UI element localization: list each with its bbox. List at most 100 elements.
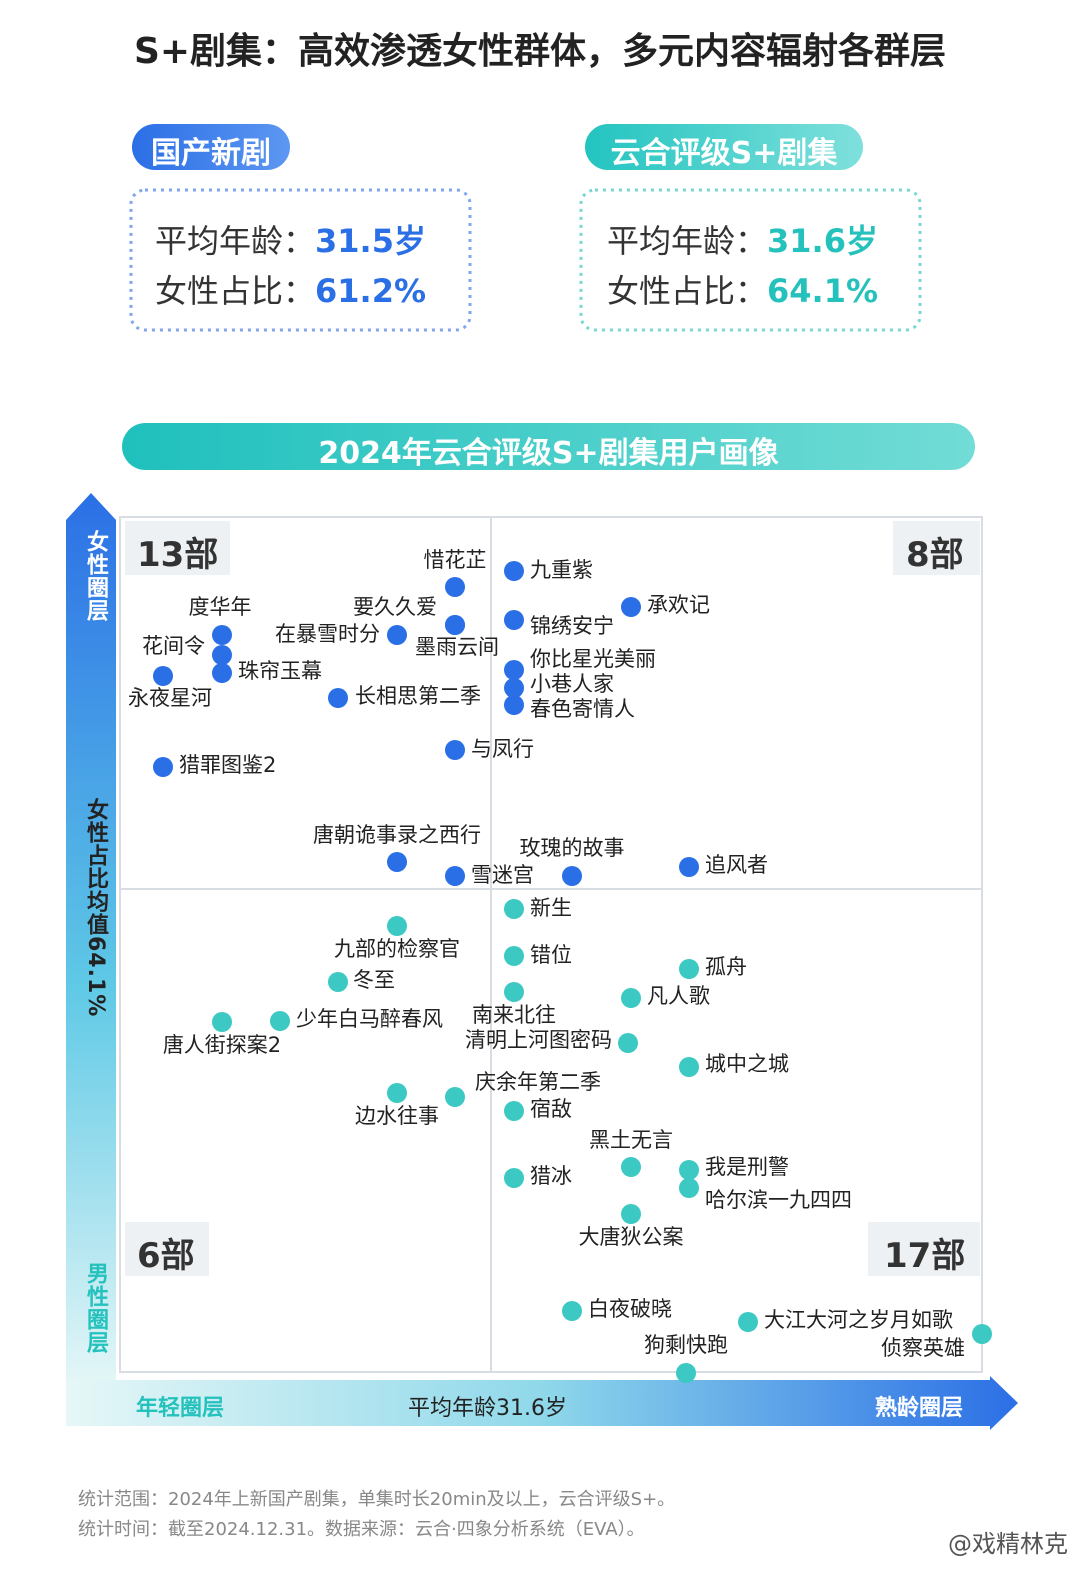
point <box>621 1157 641 1177</box>
point <box>212 663 232 683</box>
card-row: 女性占比：64.1% <box>607 266 878 312</box>
row-label: 女性占比： <box>607 272 768 310</box>
point <box>504 899 524 919</box>
row-value: 64.1% <box>767 272 879 310</box>
point <box>738 1312 758 1332</box>
card-row: 平均年龄：31.5岁 <box>155 216 426 262</box>
x-axis-label: 平均年龄31.6岁 <box>408 1396 567 1421</box>
x-axis-right: 熟龄圈层 <box>875 1396 964 1421</box>
point <box>972 1324 992 1344</box>
x-arrow <box>66 1376 1018 1430</box>
point <box>504 561 524 581</box>
row-value: 31.5岁 <box>315 222 426 260</box>
x-axis-left: 年轻圈层 <box>136 1396 225 1421</box>
banner-bg <box>122 423 975 470</box>
point <box>504 678 524 698</box>
point-label: 狗剩快跑 <box>644 1333 728 1357</box>
point-label: 新生 <box>530 896 572 920</box>
point <box>504 982 524 1002</box>
card-tag: 云合评级S+剧集 <box>610 136 838 171</box>
point <box>504 660 524 680</box>
point-label: 大唐狄公案 <box>579 1225 684 1249</box>
quad-count: 6部 <box>137 1236 195 1276</box>
point-label: 边水往事 <box>355 1104 439 1128</box>
point-label: 少年白马醉春风 <box>296 1007 443 1031</box>
point-label: 黑土无言 <box>589 1128 673 1152</box>
footnote: 统计时间：截至2024.12.31。数据来源：云合·四象分析系统（EVA）。 <box>78 1519 645 1540</box>
point-label: 凡人歌 <box>647 984 710 1008</box>
point <box>504 1101 524 1121</box>
point-label: 惜花芷 <box>424 548 487 572</box>
point <box>328 972 348 992</box>
point <box>676 1363 696 1383</box>
point-label: 追风者 <box>705 853 768 877</box>
quad-bg <box>893 521 980 575</box>
point-label: 白夜破晓 <box>588 1297 672 1321</box>
point <box>618 1033 638 1053</box>
point-label: 九重紫 <box>530 558 593 582</box>
point <box>153 757 173 777</box>
y-arrow <box>66 493 116 1390</box>
point-label: 花间令 <box>142 634 205 658</box>
point <box>621 597 641 617</box>
card-row: 女性占比：61.2% <box>155 266 426 312</box>
point-label: 猎罪图鉴2 <box>179 753 276 777</box>
point-label: 猎冰 <box>530 1164 572 1188</box>
point <box>504 695 524 715</box>
point-label: 清明上河图密码 <box>465 1028 612 1052</box>
point <box>504 946 524 966</box>
point <box>679 1178 699 1198</box>
point-label: 墨雨云间 <box>415 635 499 659</box>
row-value: 31.6岁 <box>767 222 878 260</box>
point-label: 与凤行 <box>471 737 534 761</box>
point <box>445 866 465 886</box>
point <box>153 666 173 686</box>
row-label: 平均年龄： <box>155 222 316 260</box>
point-label: 锦绣安宁 <box>530 614 614 638</box>
point <box>270 1011 290 1031</box>
point-label: 雪迷宫 <box>471 863 534 887</box>
point-label: 承欢记 <box>647 593 710 617</box>
card-tag: 国产新剧 <box>151 136 271 171</box>
point <box>387 625 407 645</box>
point-label: 玫瑰的故事 <box>520 836 625 860</box>
point-label: 永夜星河 <box>128 686 212 710</box>
point <box>212 625 232 645</box>
quad-count: 8部 <box>906 535 964 575</box>
quad-count: 13部 <box>137 535 219 575</box>
point-label: 哈尔滨一九四四 <box>705 1188 852 1212</box>
plot-frame <box>119 516 983 1373</box>
y-axis-bottom: 男性圈层 <box>83 1262 108 1354</box>
title: S+剧集：高效渗透女性群体，多元内容辐射各群层 <box>133 31 947 72</box>
point-label: 在暴雪时分 <box>275 622 380 646</box>
point <box>562 1301 582 1321</box>
point <box>445 577 465 597</box>
point-label: 庆余年第二季 <box>475 1070 601 1094</box>
point <box>562 866 582 886</box>
row-value: 61.2% <box>315 272 427 310</box>
y-axis-top: 女性圈层 <box>83 530 108 622</box>
point-label: 唐朝诡事录之西行 <box>313 823 481 847</box>
point <box>679 1057 699 1077</box>
point <box>387 1083 407 1103</box>
banner: 2024年云合评级S+剧集用户画像 <box>318 436 779 471</box>
point-label: 唐人街探案2 <box>163 1033 281 1057</box>
point <box>445 615 465 635</box>
point <box>212 645 232 665</box>
point-label: 我是刑警 <box>705 1155 789 1179</box>
tag-pill <box>132 124 290 170</box>
point <box>504 610 524 630</box>
point <box>328 688 348 708</box>
point-label: 九部的检察官 <box>334 937 460 961</box>
point-label: 宿敌 <box>530 1097 572 1121</box>
card-row: 平均年龄：31.6岁 <box>607 216 878 262</box>
point-label: 小巷人家 <box>530 672 614 696</box>
quad-count: 17部 <box>884 1236 966 1276</box>
point-label: 侦察英雄 <box>881 1336 965 1360</box>
point-label: 大江大河之岁月如歌 <box>764 1308 953 1332</box>
footnote: 统计范围：2024年上新国产剧集，单集时长20min及以上，云合评级S+。 <box>78 1489 676 1510</box>
point <box>445 1087 465 1107</box>
